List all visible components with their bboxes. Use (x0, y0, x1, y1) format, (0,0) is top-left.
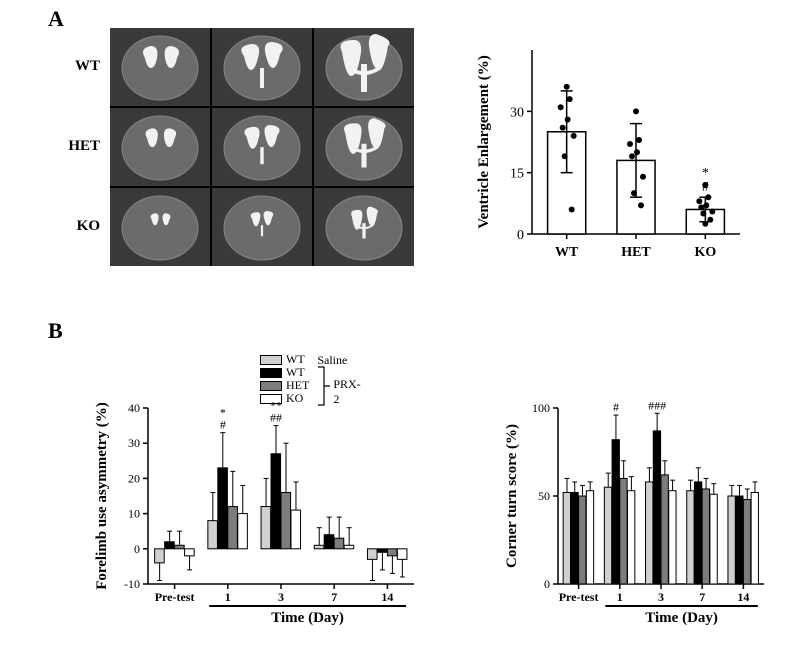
svg-text:Time (Day): Time (Day) (645, 610, 718, 626)
mri-slice (314, 188, 414, 266)
svg-text:3: 3 (278, 590, 284, 604)
svg-text:KO: KO (694, 245, 716, 260)
svg-text:-10: -10 (124, 577, 140, 591)
svg-text:WT: WT (555, 245, 579, 260)
svg-text:40: 40 (128, 401, 140, 415)
svg-text:Forelimb use asymmetry (%): Forelimb use asymmetry (%) (94, 402, 110, 590)
svg-text:HET: HET (621, 245, 651, 260)
svg-text:20: 20 (128, 471, 140, 485)
svg-text:1: 1 (225, 590, 231, 604)
row-label-ko: KO (52, 218, 100, 235)
svg-text:14: 14 (737, 590, 749, 604)
mri-image-grid (110, 28, 414, 266)
mri-slice (110, 28, 210, 106)
svg-text:30: 30 (510, 105, 524, 120)
svg-text:3: 3 (658, 590, 664, 604)
svg-text:14: 14 (381, 590, 393, 604)
corner-turn-chart: 0 50 100 Corner turn score (%) Pre-test 1 3 7 14… (500, 380, 770, 630)
svg-text:7: 7 (699, 590, 705, 604)
svg-text:0: 0 (517, 228, 524, 243)
svg-text:#: # (702, 180, 709, 195)
ventricle-enlargement-chart: 0 15 30 Ventricle Enlargement (%) WT HET KO #* (470, 40, 750, 270)
panel-b-label: B (48, 318, 63, 344)
svg-text:Pre-test: Pre-test (155, 590, 195, 604)
mri-slice (110, 108, 210, 186)
svg-text:Time (Day): Time (Day) (271, 610, 344, 626)
svg-text:30: 30 (128, 436, 140, 450)
svg-text:Pre-test: Pre-test (559, 590, 599, 604)
panel-a-label: A (48, 6, 64, 32)
svg-text:15: 15 (510, 167, 524, 182)
scientific-figure: { "panelA": { "label": "A", "row_labels"… (0, 0, 800, 665)
svg-text:7: 7 (331, 590, 337, 604)
mri-slice (212, 28, 312, 106)
svg-text:#: # (220, 418, 226, 432)
svg-text:###: ### (648, 398, 666, 412)
svg-text:0: 0 (544, 577, 550, 591)
row-label-wt: WT (52, 58, 100, 75)
mri-slice (212, 188, 312, 266)
svg-text:0: 0 (134, 542, 140, 556)
svg-text:*: * (220, 406, 226, 420)
svg-text:10: 10 (128, 507, 140, 521)
svg-text:Ventricle Enlargement (%): Ventricle Enlargement (%) (476, 55, 492, 229)
forelimb-asymmetry-chart: -10 0 10 20 30 40 Forelimb use asymmetry (%) Pr… (90, 380, 420, 630)
mri-slice (110, 188, 210, 266)
svg-text:Corner turn score (%): Corner turn score (%) (504, 424, 520, 568)
mri-slice (314, 28, 414, 106)
svg-text:##: ## (270, 411, 282, 425)
svg-text:100: 100 (532, 401, 550, 415)
svg-text:**: ** (270, 399, 282, 413)
svg-text:50: 50 (538, 489, 550, 503)
mri-slice (212, 108, 312, 186)
svg-text:1: 1 (617, 590, 623, 604)
svg-text:#: # (613, 400, 619, 414)
mri-slice (314, 108, 414, 186)
row-label-het: HET (52, 138, 100, 155)
svg-text:*: * (702, 166, 709, 181)
